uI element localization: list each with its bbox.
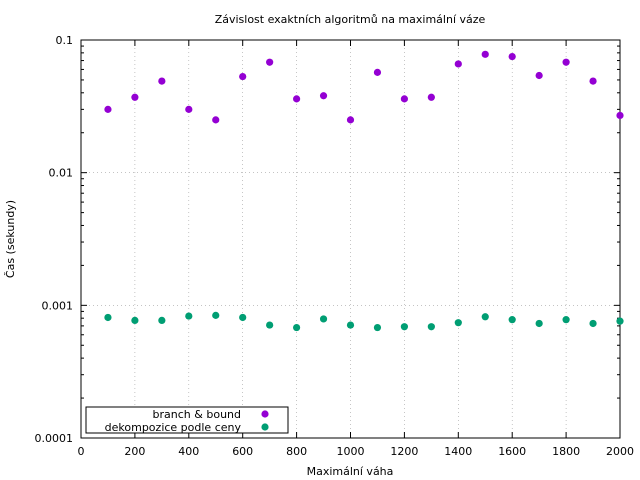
data-point-branch-bound bbox=[589, 77, 597, 85]
data-point-dekompozice bbox=[346, 321, 355, 329]
chart-title: Závislost exaktních algoritmů na maximál… bbox=[215, 13, 486, 26]
data-point-dekompozice bbox=[104, 313, 112, 322]
data-point-branch-bound bbox=[400, 95, 408, 103]
data-point-branch-bound bbox=[616, 111, 624, 120]
data-point-dekompozice bbox=[319, 315, 328, 323]
data-point-dekompozice bbox=[427, 323, 435, 331]
data-point-dekompozice bbox=[266, 321, 274, 329]
data-point-branch-bound bbox=[373, 68, 382, 76]
data-point-branch-bound bbox=[185, 105, 193, 113]
data-point-dekompozice bbox=[400, 323, 408, 331]
data-point-branch-bound bbox=[535, 71, 543, 80]
x-tick-label: 1800 bbox=[552, 445, 580, 458]
legend-label-branch-bound: branch & bound bbox=[153, 408, 241, 421]
y-tick-label: 0.001 bbox=[42, 299, 74, 312]
data-point-branch-bound bbox=[293, 95, 301, 103]
data-point-dekompozice bbox=[212, 311, 220, 319]
x-axis-label: Maximální váha bbox=[307, 465, 394, 478]
data-point-branch-bound bbox=[212, 116, 220, 124]
data-point-branch-bound bbox=[158, 77, 166, 85]
y-tick-labels: 0.0001 0.001 0.01 0.1 bbox=[35, 34, 74, 445]
x-tick-label: 1400 bbox=[444, 445, 472, 458]
data-point-branch-bound bbox=[131, 93, 139, 101]
data-point-dekompozice bbox=[131, 316, 139, 324]
data-point-dekompozice bbox=[373, 323, 382, 332]
data-point-branch-bound bbox=[266, 58, 274, 66]
data-point-dekompozice bbox=[508, 316, 516, 324]
data-point-dekompozice bbox=[589, 319, 597, 328]
data-point-dekompozice bbox=[185, 312, 193, 320]
y-tick-label: 0.0001 bbox=[35, 432, 74, 445]
x-tick-label: 1000 bbox=[337, 445, 365, 458]
axis-ticks bbox=[80, 39, 621, 439]
data-point-dekompozice bbox=[454, 319, 462, 327]
y-tick-label: 0.1 bbox=[56, 34, 74, 47]
legend-marker-branch-bound bbox=[261, 410, 269, 418]
legend-marker-dekompozice bbox=[261, 423, 269, 431]
x-tick-label: 800 bbox=[286, 445, 307, 458]
x-tick-label: 1600 bbox=[498, 445, 526, 458]
x-tick-label: 2000 bbox=[606, 445, 634, 458]
data-point-branch-bound bbox=[319, 92, 328, 100]
data-point-branch-bound bbox=[481, 50, 489, 58]
data-point-branch-bound bbox=[562, 58, 570, 66]
x-tick-labels: 0 200 400 600 800 1000 1200 1400 1600 1800 2000 bbox=[78, 445, 635, 458]
y-axis-label: Čas (sekundy) bbox=[4, 200, 17, 278]
data-point-dekompozice bbox=[481, 313, 489, 321]
data-point-branch-bound bbox=[454, 60, 462, 68]
legend: branch & bound dekompozice podle ceny bbox=[85, 406, 289, 434]
x-tick-label: 600 bbox=[232, 445, 253, 458]
x-tick-label: 200 bbox=[124, 445, 145, 458]
data-point-branch-bound bbox=[239, 72, 247, 81]
data-points bbox=[104, 50, 624, 332]
x-tick-label: 0 bbox=[78, 445, 85, 458]
data-point-dekompozice bbox=[616, 317, 624, 325]
data-point-dekompozice bbox=[562, 316, 570, 324]
grid-lines bbox=[81, 40, 620, 438]
data-point-branch-bound bbox=[427, 93, 435, 101]
data-point-dekompozice bbox=[293, 323, 301, 332]
y-tick-label: 0.01 bbox=[49, 167, 74, 180]
data-point-branch-bound bbox=[346, 116, 355, 124]
legend-box bbox=[85, 406, 289, 434]
data-point-dekompozice bbox=[239, 313, 247, 322]
data-point-branch-bound bbox=[508, 52, 516, 61]
x-tick-label: 1200 bbox=[390, 445, 418, 458]
data-point-dekompozice bbox=[535, 319, 543, 328]
plot-frame bbox=[80, 39, 621, 439]
x-tick-label: 400 bbox=[178, 445, 199, 458]
data-point-branch-bound bbox=[104, 105, 112, 113]
data-point-dekompozice bbox=[158, 316, 166, 324]
legend-label-dekompozice: dekompozice podle ceny bbox=[105, 421, 242, 434]
